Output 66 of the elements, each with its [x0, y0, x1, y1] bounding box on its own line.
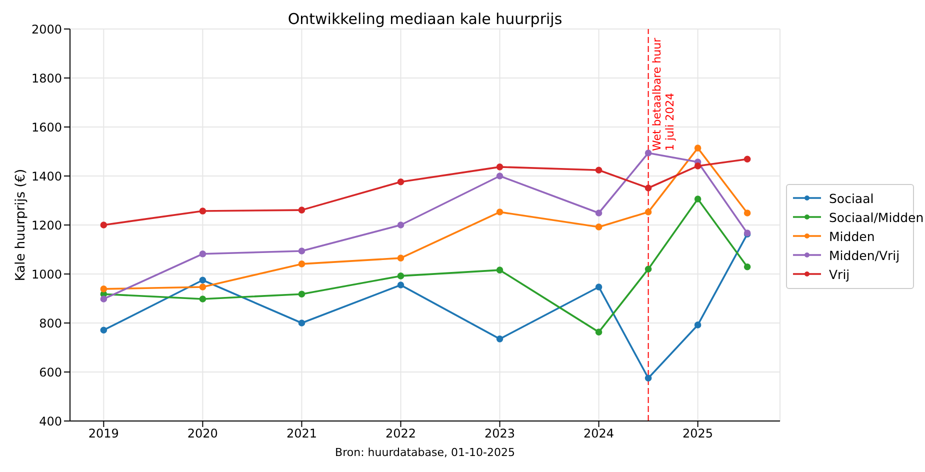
point: [694, 196, 702, 202]
point: [694, 144, 702, 152]
y-tick-label: 400: [39, 414, 62, 428]
point: [298, 290, 306, 298]
point: [397, 282, 404, 288]
point: [298, 320, 306, 326]
x-tick-label: 2021: [286, 426, 317, 441]
point: [694, 162, 702, 170]
point: [744, 210, 751, 216]
point: [100, 222, 108, 228]
point: [496, 172, 504, 180]
point: [595, 224, 602, 230]
point: [644, 374, 652, 382]
y-tick-label: 1200: [31, 218, 62, 232]
y-tick-label: 1600: [31, 120, 62, 134]
point: [199, 284, 206, 290]
y-tick-label: 1000: [31, 267, 62, 282]
x-tick-label: 2023: [484, 426, 516, 441]
point: [496, 208, 504, 216]
point: [744, 156, 751, 162]
ref-line-label: Wet betaalbare huur 1 juli 2024: [650, 37, 676, 151]
point: [298, 206, 306, 214]
point: [298, 248, 306, 254]
point: [644, 266, 652, 272]
point: [298, 260, 306, 268]
point: [595, 328, 602, 336]
point: [744, 263, 751, 270]
x-tick-label: 2025: [682, 426, 714, 441]
point: [397, 254, 404, 262]
legend-label: Midden: [829, 228, 875, 244]
point: [644, 184, 652, 192]
point: [595, 284, 602, 290]
y-axis-title: Kale huurprijs (€): [14, 168, 29, 282]
point: [496, 336, 504, 342]
point: [397, 222, 404, 228]
y-tick-label: 600: [39, 365, 62, 380]
x-tick-label: 2019: [88, 426, 119, 441]
point: [644, 208, 652, 216]
point: [644, 150, 652, 156]
legend-label: Sociaal/Midden: [829, 210, 924, 224]
x-tick-label: 2024: [584, 426, 614, 441]
y-tick-label: 1800: [31, 71, 62, 86]
point: [199, 208, 206, 214]
point: [100, 326, 108, 334]
point: [694, 322, 702, 328]
chart-title: Ontwikkeling mediaan kale huurprijs: [286, 10, 564, 28]
y-tick-label: 2000: [31, 22, 62, 36]
legend-label: Vrij: [829, 266, 850, 282]
text: Bron: huurdatabase, 01-10-2025: [334, 446, 516, 459]
point: [199, 296, 206, 302]
point: [199, 250, 206, 258]
y-tick-label: 1400: [31, 169, 62, 184]
point: [595, 166, 602, 174]
point: [496, 164, 504, 170]
x-tick-label: 2022: [385, 426, 416, 441]
point: [100, 296, 108, 302]
point: [397, 272, 404, 280]
y-tick-label: 800: [39, 316, 62, 330]
legend-label: Midden/Vrij: [829, 248, 900, 262]
legend-label: Sociaal: [829, 190, 874, 206]
x-tick-label: 2020: [187, 426, 218, 441]
point: [199, 276, 206, 284]
point: [496, 266, 504, 274]
point: [397, 178, 404, 186]
point: [100, 286, 108, 292]
point: [595, 210, 602, 216]
